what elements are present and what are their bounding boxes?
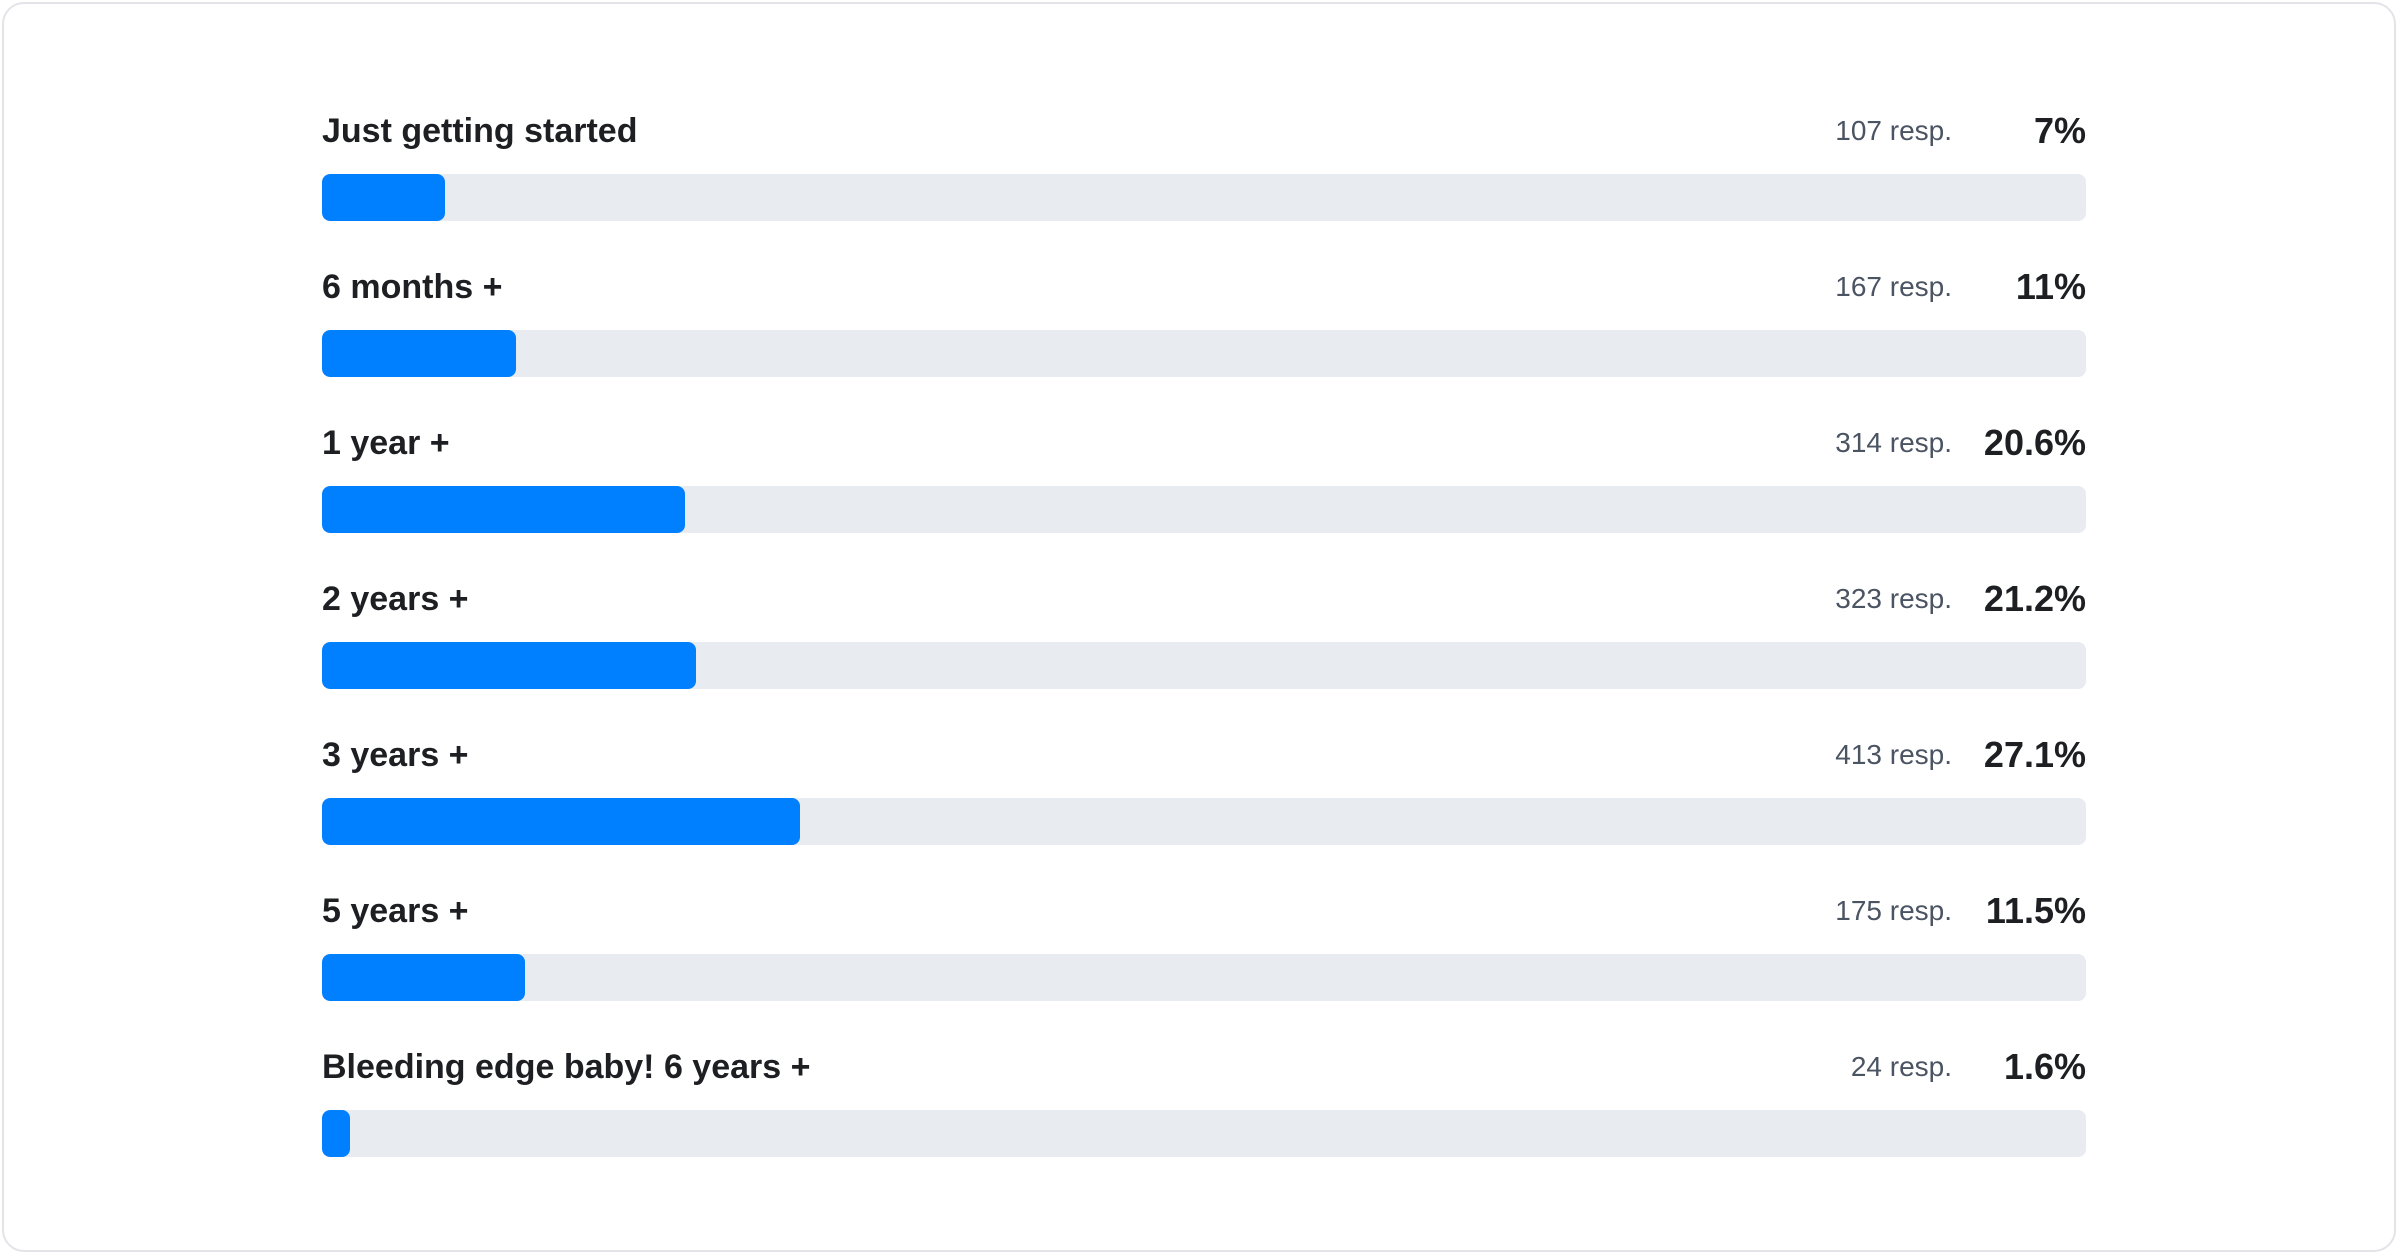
option-label: 3 years + xyxy=(322,735,469,774)
option-label: Bleeding edge baby! 6 years + xyxy=(322,1047,811,1086)
bar-fill xyxy=(322,330,517,377)
row-header: 2 years + 323 resp. 21.2% xyxy=(322,573,2086,625)
response-count: 167 resp. xyxy=(1835,271,1952,302)
row-header: 5 years + 175 resp. 11.5% xyxy=(322,885,2086,937)
poll-option-row: Just getting started 107 resp. 7% xyxy=(322,105,2086,261)
poll-results-list: Just getting started 107 resp. 7% 6 months … xyxy=(322,105,2086,1197)
row-header: Just getting started 107 resp. 7% xyxy=(322,105,2086,157)
row-header: 6 months + 167 resp. 11% xyxy=(322,261,2086,313)
response-count: 24 resp. xyxy=(1850,1051,1952,1082)
response-count: 175 resp. xyxy=(1835,895,1952,926)
row-header: 1 year + 314 resp. 20.6% xyxy=(322,417,2086,469)
bar-track xyxy=(322,1110,2086,1157)
bar-fill xyxy=(322,174,446,221)
poll-option-row: 1 year + 314 resp. 20.6% xyxy=(322,417,2086,573)
option-label: 5 years + xyxy=(322,891,469,930)
poll-option-row: 6 months + 167 resp. 11% xyxy=(322,261,2086,417)
response-count: 107 resp. xyxy=(1835,115,1952,146)
option-label: 1 year + xyxy=(322,423,450,462)
bar-fill xyxy=(322,954,525,1001)
percent-label: 11% xyxy=(2015,266,2086,307)
bar-fill xyxy=(322,798,801,845)
percent-label: 7% xyxy=(2033,110,2086,151)
bar-track xyxy=(322,486,2086,533)
bar-fill xyxy=(322,1110,351,1157)
poll-option-row: 3 years + 413 resp. 27.1% xyxy=(322,729,2086,885)
bar-track xyxy=(322,954,2086,1001)
response-count: 413 resp. xyxy=(1835,739,1952,770)
bar-track xyxy=(322,798,2086,845)
percent-label: 1.6% xyxy=(2003,1046,2086,1087)
bar-track xyxy=(322,642,2086,689)
bar-fill xyxy=(322,486,686,533)
bar-fill xyxy=(322,642,696,689)
option-label: Just getting started xyxy=(322,111,638,150)
percent-label: 11.5% xyxy=(1985,890,2086,931)
percent-label: 20.6% xyxy=(1983,422,2086,463)
percent-label: 27.1% xyxy=(1983,734,2086,775)
response-count: 314 resp. xyxy=(1835,427,1952,458)
bar-track xyxy=(322,330,2086,377)
response-count: 323 resp. xyxy=(1835,583,1952,614)
row-header: Bleeding edge baby! 6 years + 24 resp. 1.6… xyxy=(322,1041,2086,1093)
option-label: 2 years + xyxy=(322,579,469,618)
row-header: 3 years + 413 resp. 27.1% xyxy=(322,729,2086,781)
bar-track xyxy=(322,174,2086,221)
poll-option-row: Bleeding edge baby! 6 years + 24 resp. 1.6… xyxy=(322,1041,2086,1197)
option-label: 6 months + xyxy=(322,267,503,306)
poll-option-row: 2 years + 323 resp. 21.2% xyxy=(322,573,2086,729)
percent-label: 21.2% xyxy=(1983,578,2086,619)
poll-option-row: 5 years + 175 resp. 11.5% xyxy=(322,885,2086,1041)
